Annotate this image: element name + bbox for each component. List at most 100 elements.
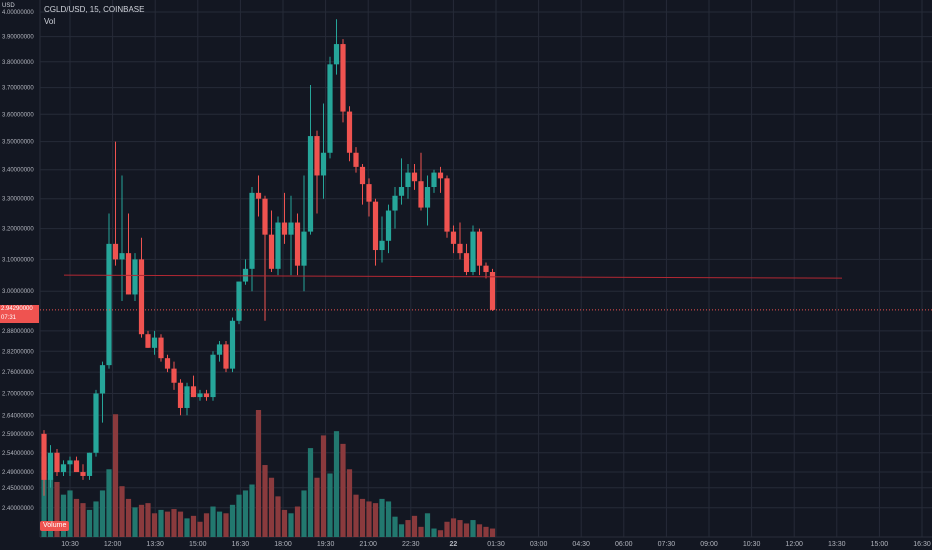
symbol-title[interactable]: CGLD/USD, 15, COINBASE	[44, 5, 145, 14]
volume-bar	[444, 521, 450, 537]
candle-body	[255, 192, 262, 199]
volume-bar	[190, 515, 197, 537]
x-tick-label: 13:30	[146, 541, 164, 548]
candle	[151, 330, 158, 355]
volume-bar	[470, 520, 476, 537]
candles	[41, 19, 496, 496]
volume-label[interactable]: Volume	[40, 521, 70, 531]
candle	[385, 204, 392, 254]
volume-bar	[138, 504, 145, 537]
volume-bar	[197, 521, 203, 537]
candle-body	[262, 198, 268, 235]
y-tick-label: 2.64000000	[2, 413, 34, 419]
volume-bar	[86, 509, 93, 537]
candle-body	[60, 464, 67, 473]
candle	[314, 130, 320, 214]
y-tick-label: 3.00000000	[2, 289, 34, 295]
y-tick-label: 2.76000000	[2, 370, 34, 376]
y-tick-label: 2.82000000	[2, 349, 34, 355]
y-tick-label: 3.80000000	[2, 60, 34, 66]
volume-bar	[171, 509, 177, 537]
candle	[203, 389, 210, 401]
candle	[444, 175, 450, 238]
candle	[307, 85, 314, 235]
candle-body	[86, 452, 93, 476]
volume-bar	[424, 513, 431, 537]
candle	[242, 259, 249, 285]
x-tick-label: 16:30	[913, 541, 931, 548]
volume-bar	[54, 481, 60, 537]
candle	[398, 158, 405, 205]
volume-bar	[340, 443, 346, 537]
candle-body	[366, 184, 372, 202]
candle-body	[268, 234, 275, 269]
volume-bar	[320, 435, 327, 537]
volume-bar	[268, 477, 275, 537]
candle-body	[437, 172, 444, 179]
candle	[327, 56, 333, 159]
volume-bar	[229, 504, 236, 537]
candle	[405, 164, 411, 199]
indicator-label[interactable]: Vol	[44, 17, 56, 26]
candle-body	[54, 452, 60, 473]
candle-body	[145, 334, 151, 348]
volume-bar	[411, 515, 418, 537]
last-price-tag: 2.94290000 07:31	[0, 304, 39, 323]
volume-bar	[177, 511, 184, 537]
candle-body	[450, 231, 457, 244]
volume-bar	[112, 414, 119, 537]
bar-countdown: 07:31	[1, 314, 17, 321]
candle-body	[125, 253, 132, 295]
volume-bar	[203, 513, 210, 537]
horizontal-line[interactable]	[40, 274, 932, 311]
candle-body	[132, 259, 138, 295]
candle	[359, 164, 366, 205]
candle	[47, 445, 54, 488]
candle-body	[229, 320, 236, 369]
candle-body	[307, 136, 314, 232]
candle	[197, 389, 203, 401]
candle	[132, 253, 138, 301]
candle	[216, 340, 223, 362]
candle	[54, 448, 60, 476]
candle-body	[411, 172, 418, 182]
candle-body	[236, 281, 242, 321]
candle	[418, 152, 424, 211]
x-tick-label: 13:30	[828, 541, 846, 548]
candle	[80, 464, 86, 480]
volume-bar	[457, 520, 463, 537]
volume-bar	[164, 511, 171, 537]
candle-body	[210, 354, 216, 398]
volume-bar	[327, 473, 333, 537]
x-tick-label: 09:00	[700, 541, 718, 548]
candle	[476, 228, 483, 276]
y-tick-label: 3.70000000	[2, 86, 34, 92]
volume-bar	[372, 503, 379, 537]
volume-bar	[333, 431, 340, 537]
x-tick-label: 19:30	[317, 541, 335, 548]
volume-bar	[307, 448, 314, 537]
volume-bar	[379, 498, 385, 537]
y-tick-label: 4.00000000	[2, 10, 34, 16]
volume-bar	[476, 524, 483, 537]
candle-body	[483, 265, 489, 272]
volume-bar	[255, 410, 262, 537]
candle-body	[353, 152, 359, 167]
candle-body	[275, 222, 281, 269]
candle	[463, 243, 470, 276]
candle	[164, 354, 171, 373]
volume-bar	[132, 507, 138, 537]
candle-body	[301, 231, 307, 266]
volume-bar	[210, 506, 216, 537]
volume-bar	[281, 509, 288, 537]
support-line[interactable]	[63, 274, 843, 279]
x-tick-label: 06:00	[615, 541, 633, 548]
volume-bar	[359, 498, 366, 537]
candle-body	[359, 166, 366, 185]
candle	[437, 166, 444, 193]
x-tick-label: 12:00	[785, 541, 803, 548]
candle-body	[424, 187, 431, 208]
candle	[457, 222, 463, 260]
volume-bar	[99, 490, 106, 537]
